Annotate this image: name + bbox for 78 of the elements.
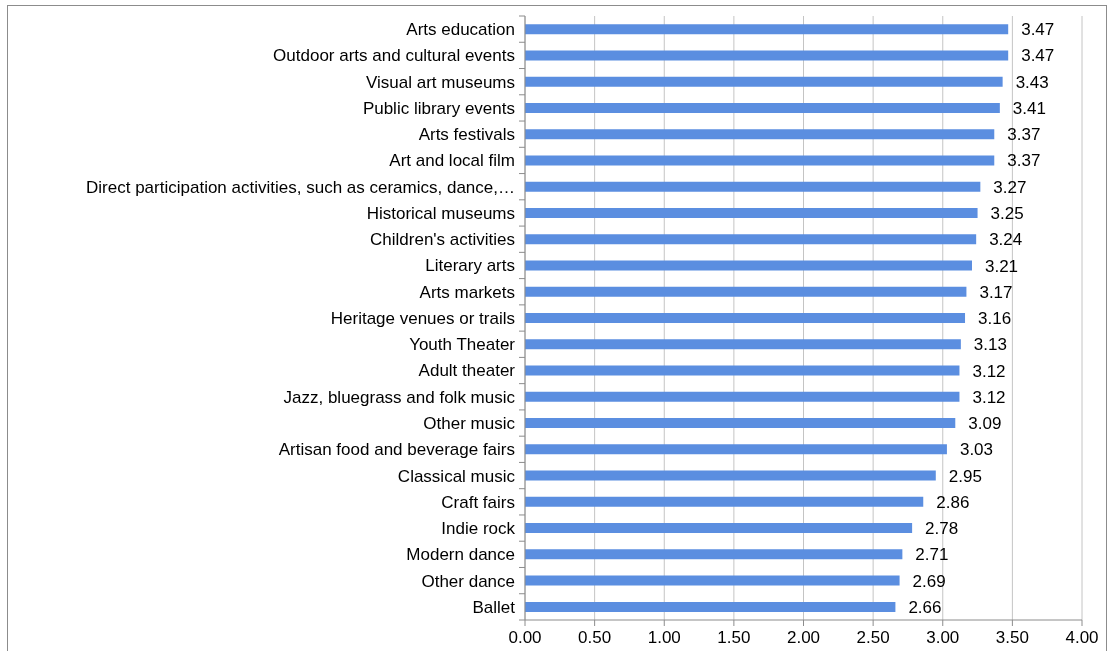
data-label: 3.37 <box>1007 151 1041 171</box>
data-label: 2.71 <box>915 545 949 565</box>
y-tick-label: Modern dance <box>406 545 515 565</box>
data-label: 3.27 <box>993 177 1027 197</box>
y-tick-label: Artisan food and beverage fairs <box>278 440 515 460</box>
data-label: 3.41 <box>1012 98 1046 118</box>
data-label: 3.43 <box>1015 72 1049 92</box>
y-tick-label: Indie rock <box>441 519 516 539</box>
x-tick-label: 3.50 <box>995 628 1029 648</box>
bar <box>525 339 961 350</box>
bar <box>525 181 981 192</box>
data-label: 3.37 <box>1007 125 1041 145</box>
y-tick-label: Outdoor arts and cultural events <box>273 46 515 66</box>
bar <box>525 286 967 297</box>
y-tick-label: Adult theater <box>418 361 516 381</box>
y-tick-label: Classical music <box>397 466 516 486</box>
data-label: 3.12 <box>972 361 1006 381</box>
y-tick-label: Ballet <box>472 597 516 617</box>
bar <box>525 234 977 245</box>
y-tick-label: Visual art museums <box>366 72 515 92</box>
y-tick-label: Youth Theater <box>409 335 516 355</box>
y-tick-label: Arts education <box>406 20 515 40</box>
bar <box>525 129 995 140</box>
x-tick-label: 2.50 <box>856 628 890 648</box>
data-label: 3.03 <box>959 440 994 460</box>
x-tick-label: 3.00 <box>926 628 960 648</box>
bar <box>525 207 978 218</box>
bar <box>525 575 900 586</box>
y-tick-label: Other music <box>423 413 516 433</box>
data-label: 3.25 <box>990 204 1024 223</box>
y-tick-label: Heritage venues or trails <box>330 308 515 328</box>
data-label: 3.21 <box>984 256 1019 276</box>
bar <box>525 24 1009 35</box>
y-tick-label: Direct participation activities, such as ceramics, dance,… <box>86 177 515 197</box>
x-tick-label: 0.50 <box>578 628 612 648</box>
bar <box>525 496 924 507</box>
x-tick-label: 2.00 <box>786 628 821 648</box>
data-label: 2.66 <box>908 597 942 617</box>
data-label: 2.78 <box>925 519 959 539</box>
bar <box>525 50 1009 61</box>
data-label: 2.69 <box>912 571 946 591</box>
y-tick-label: Literary arts <box>425 256 515 276</box>
x-tick-label: 0.00 <box>508 628 542 648</box>
bar <box>525 365 960 376</box>
data-label: 3.16 <box>978 309 1012 329</box>
data-label: 3.47 <box>1021 46 1055 66</box>
bar <box>525 76 1003 87</box>
bar <box>525 260 972 271</box>
data-label: 3.24 <box>989 230 1023 250</box>
y-tick-label: Public library events <box>362 98 515 118</box>
y-tick-label: Art and local film <box>389 151 515 171</box>
bar <box>525 313 966 324</box>
y-tick-label: Children's activities <box>370 230 515 250</box>
y-tick-label: Jazz, bluegrass and folk music <box>283 387 516 407</box>
data-label: 3.13 <box>973 335 1007 355</box>
bar <box>525 601 896 612</box>
y-tick-label: Other dance <box>421 571 515 591</box>
bar <box>525 444 947 455</box>
data-label: 2.86 <box>936 492 970 512</box>
bar <box>525 470 936 481</box>
y-tick-label: Historical museums <box>366 203 515 223</box>
data-label: 3.12 <box>972 387 1006 407</box>
x-tick-label: 1.00 <box>647 628 681 648</box>
data-label: 3.47 <box>1021 20 1055 40</box>
data-label: 3.09 <box>968 414 1002 434</box>
x-tick-label: 4.00 <box>1065 628 1099 648</box>
bar <box>525 523 913 534</box>
y-tick-label: Arts markets <box>419 282 515 302</box>
bar <box>525 155 995 166</box>
bar <box>525 418 956 429</box>
bar <box>525 102 1000 113</box>
x-tick-label: 1.50 <box>717 628 751 648</box>
y-tick-label: Arts festivals <box>418 125 515 145</box>
data-label: 3.17 <box>979 282 1013 302</box>
bar <box>525 549 903 560</box>
data-label: 2.95 <box>948 466 982 486</box>
bar <box>525 391 960 402</box>
y-tick-label: Craft fairs <box>441 492 515 512</box>
